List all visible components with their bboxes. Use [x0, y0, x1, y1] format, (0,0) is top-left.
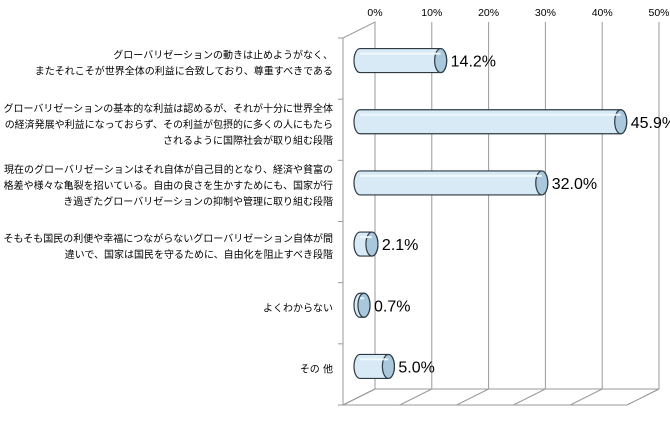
category-label: そもそも国民の利便や幸福につながらないグローバリゼーション自体が間違いで、国家は… [4, 232, 334, 261]
bar-end-cap [381, 353, 395, 380]
category-label-line: 格差や様々な亀裂を招いている。自由の良さを生かすためにも、国家が行 [4, 179, 333, 192]
bar-end-cap [365, 231, 379, 257]
category-label-line: よくわからない [263, 302, 333, 314]
floor [342, 388, 660, 406]
category-label: グローバリゼーションの基本的な利益は認めるが、それが十分に世界全体の経済発展や利… [4, 102, 334, 147]
bar-body [353, 109, 628, 135]
floor-gridline [342, 388, 376, 406]
bar-body [353, 170, 549, 196]
x-tick-label: 50% [648, 7, 669, 19]
category-label-line: 違いで、国家は国民を守るために、自由化を阻止すべき段階 [65, 248, 333, 261]
category-label-line: グローバリゼーションの動きは止めようがなく、 [113, 49, 333, 62]
bar-end-cap [357, 292, 371, 318]
data-label: 2.1% [382, 237, 418, 254]
floor-gridline [399, 388, 433, 406]
floor-gridline [626, 388, 660, 406]
category-label-line: の経済発展や利益になっておらず、その利益が包摂的に多くの人にもたら [5, 118, 333, 131]
category-label: グローバリゼーションの動きは止めようがなく、またそれこそが世界全体の利益に合致し… [35, 49, 333, 78]
category-label-line: その 他 [300, 362, 333, 375]
floor-gridline [456, 388, 489, 406]
category-label: 現在のグローバリゼーションはそれ自体が自己目的となり、経済や貧富の格差や様々な亀… [4, 163, 333, 208]
x-tick-label: 30% [535, 7, 556, 19]
data-label: 14.2% [451, 54, 496, 71]
bar-end-cap [434, 47, 448, 74]
data-label: 45.9% [631, 115, 670, 132]
data-labels: 14.2% 45.9% 32.0% 2.1% 0.7% 5.0% [374, 54, 670, 377]
data-label: 5.0% [398, 359, 434, 376]
plot-area [338, 21, 660, 406]
x-axis-ticks: 0% 10% 20% 30% 40% 50% [367, 7, 669, 19]
bar [353, 231, 379, 257]
bar-end-cap [535, 170, 549, 196]
category-label-line: き過ぎたグローバリゼーションの抑制や管理に取り組む段階 [63, 195, 333, 208]
category-labels: グローバリゼーションの動きは止めようがなく、またそれこそが世界全体の利益に合致し… [4, 49, 334, 376]
category-label-line: グローバリゼーションの基本的な利益は認めるが、それが十分に世界全体 [4, 102, 334, 115]
x-tick-label: 20% [478, 7, 499, 19]
bar [353, 292, 371, 318]
bar-body [353, 47, 448, 74]
x-tick-label: 0% [367, 7, 382, 19]
data-label: 0.7% [374, 298, 410, 315]
bar [353, 353, 395, 380]
category-label-line: されるように国際社会が取り組む段階 [163, 134, 333, 147]
category-label: よくわからない [263, 302, 333, 314]
side-wall [342, 21, 376, 406]
category-label: その 他 [300, 362, 333, 375]
x-tick-label: 10% [421, 7, 442, 19]
x-tick-label: 40% [592, 7, 613, 19]
bar-end-cap [614, 109, 628, 135]
bar [353, 109, 628, 135]
bars [353, 47, 628, 380]
floor-gridline [569, 388, 603, 406]
floor-gridline [513, 388, 546, 406]
bar [353, 47, 448, 74]
category-label-line: そもそも国民の利便や幸福につながらないグローバリゼーション自体が間 [4, 232, 334, 245]
category-label-line: またそれこそが世界全体の利益に合致しており、尊重すべきである [35, 65, 333, 78]
bar [353, 170, 549, 196]
category-label-line: 現在のグローバリゼーションはそれ自体が自己目的となり、経済や貧富の [4, 163, 333, 176]
data-label: 32.0% [552, 176, 597, 193]
